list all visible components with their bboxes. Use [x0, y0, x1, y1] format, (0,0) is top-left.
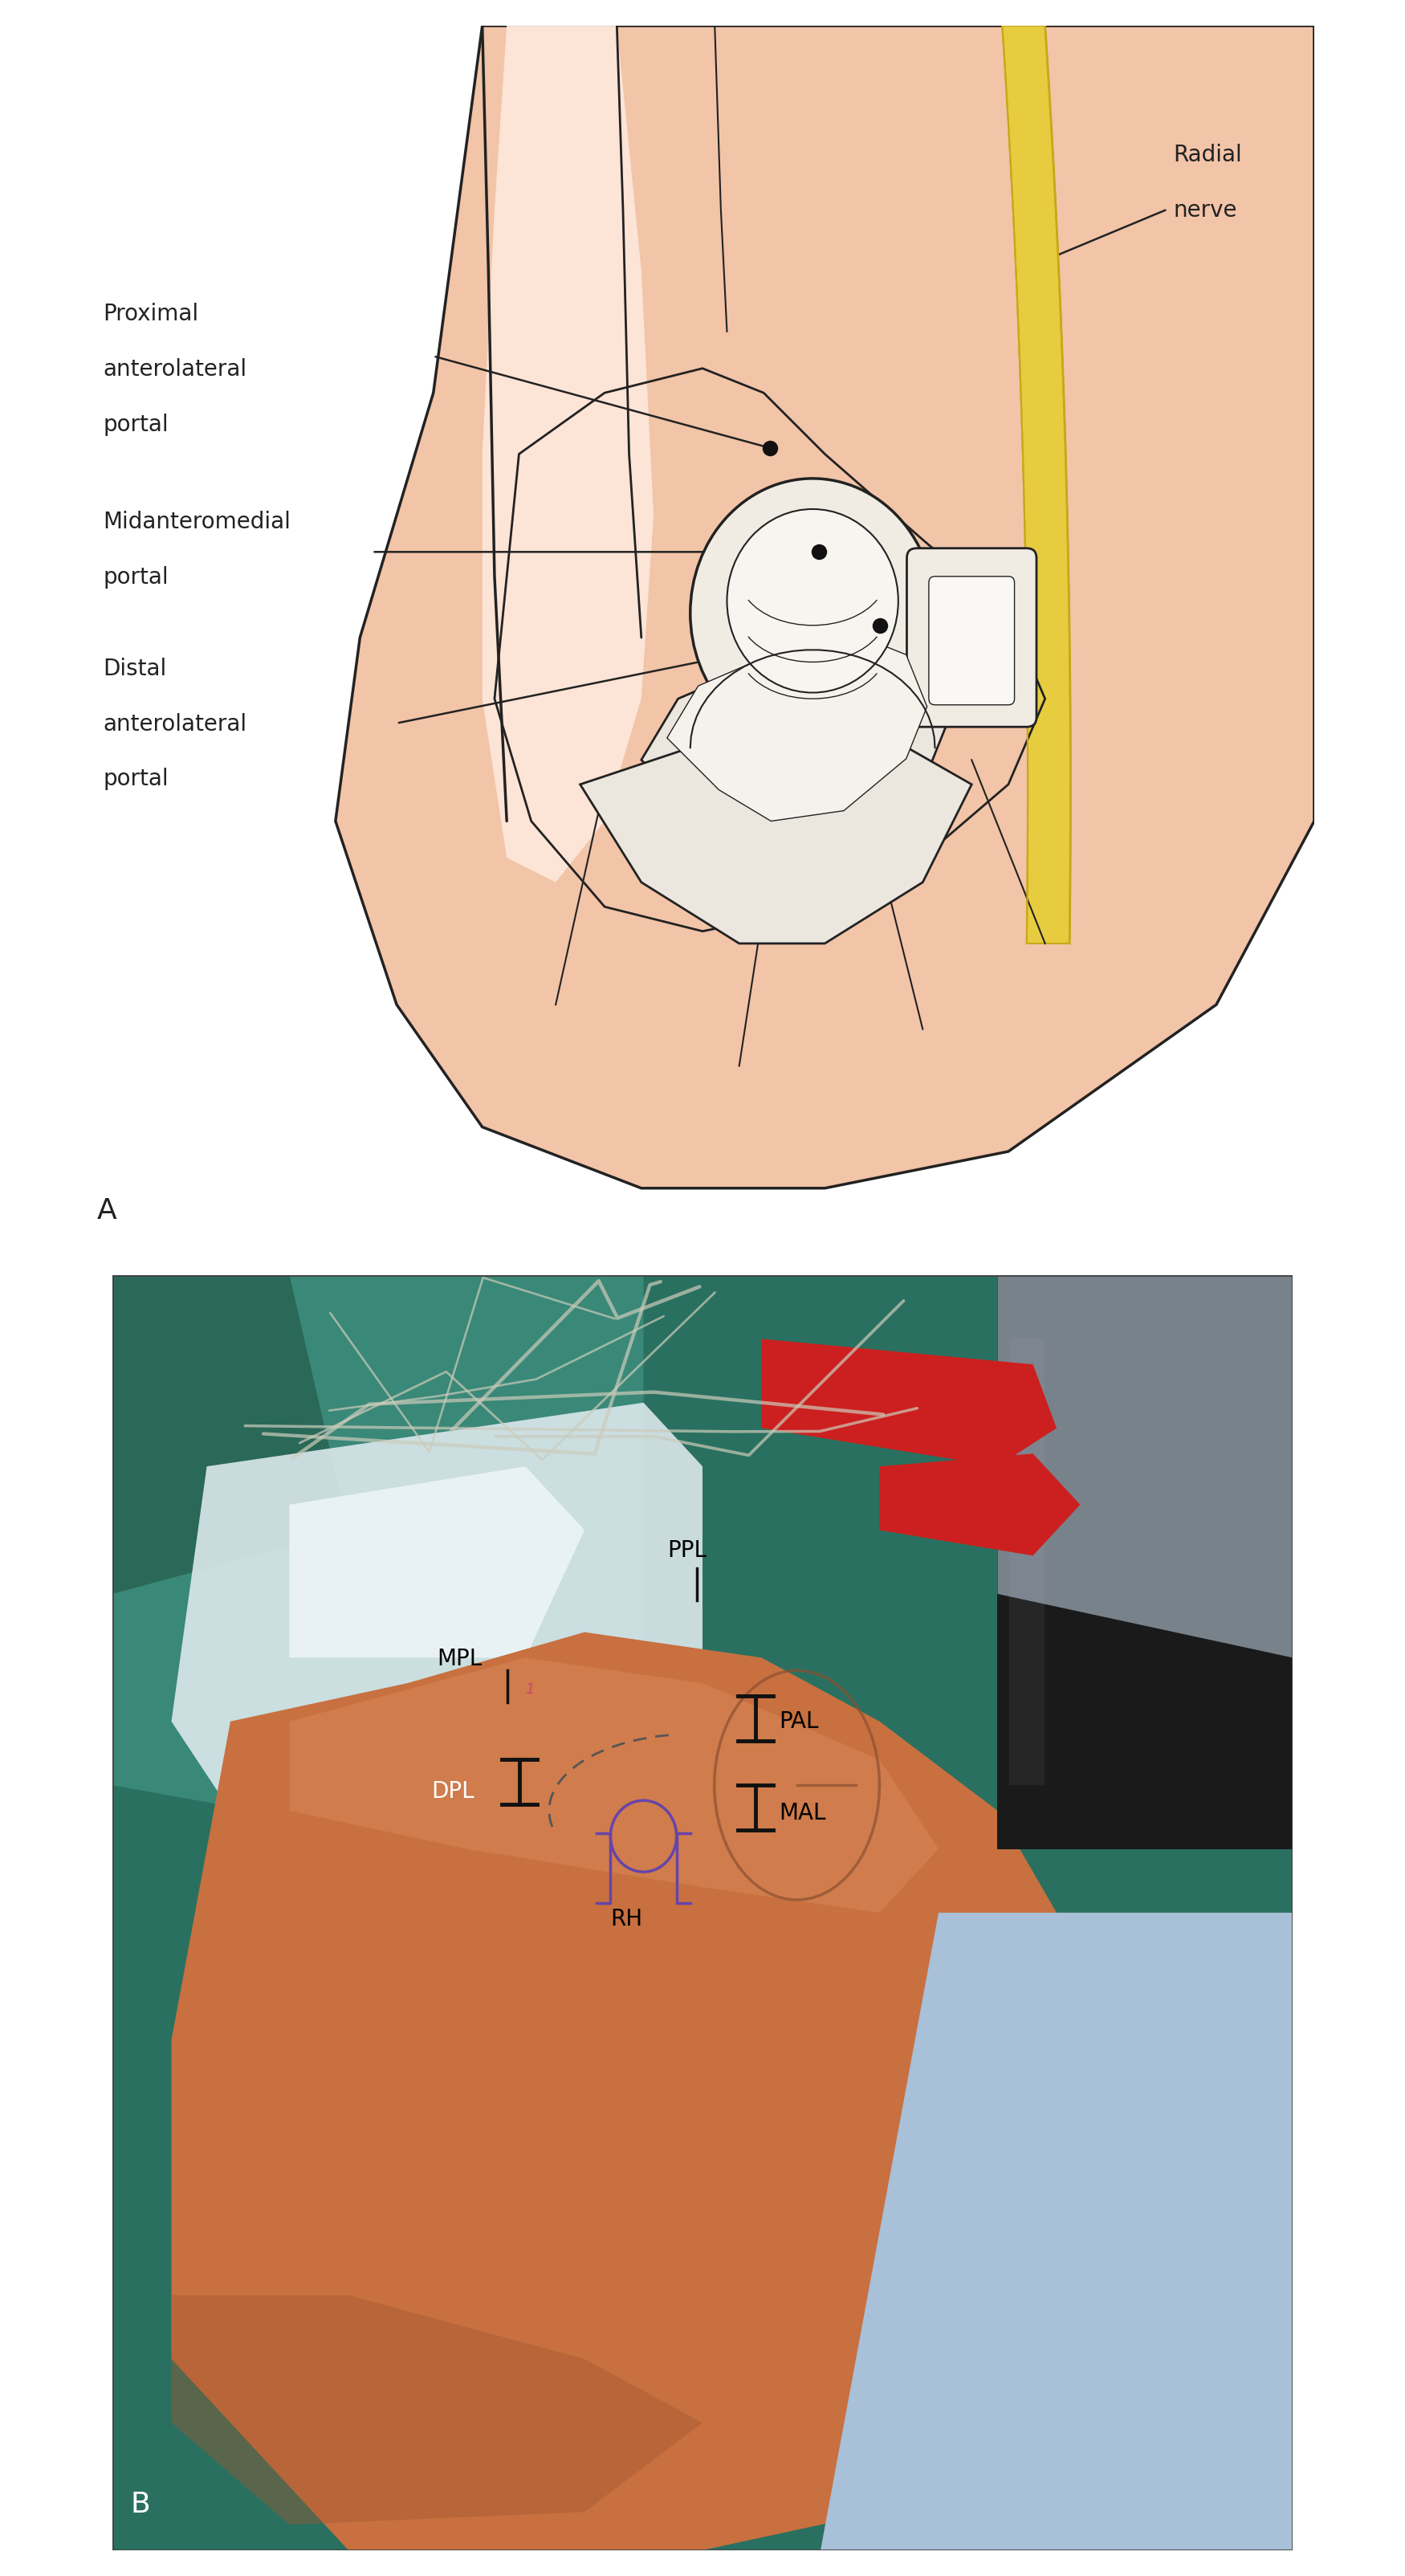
Polygon shape — [171, 1633, 1116, 2550]
Ellipse shape — [726, 510, 898, 693]
Polygon shape — [171, 2295, 702, 2524]
Polygon shape — [336, 26, 1314, 1188]
Polygon shape — [482, 26, 653, 881]
FancyBboxPatch shape — [929, 577, 1014, 706]
Ellipse shape — [690, 479, 934, 747]
Text: 1: 1 — [525, 1682, 535, 1698]
Text: nerve: nerve — [1173, 198, 1238, 222]
Polygon shape — [998, 1275, 1293, 1659]
Polygon shape — [667, 634, 927, 822]
Polygon shape — [1002, 26, 1071, 943]
Text: Radial: Radial — [1173, 144, 1242, 167]
Text: Proximal: Proximal — [103, 304, 198, 325]
Bar — [998, 1275, 1293, 1850]
Text: MAL: MAL — [780, 1803, 826, 1824]
Polygon shape — [171, 1401, 702, 1850]
Polygon shape — [762, 1340, 1057, 1466]
Text: MPL: MPL — [437, 1649, 482, 1669]
Polygon shape — [880, 1453, 1080, 1556]
Text: PAL: PAL — [780, 1710, 819, 1734]
Polygon shape — [112, 1275, 643, 1850]
Polygon shape — [112, 1275, 348, 1595]
Text: Midanteromedial: Midanteromedial — [103, 510, 291, 533]
Polygon shape — [821, 1911, 1293, 2550]
Polygon shape — [641, 639, 947, 858]
Text: RH: RH — [610, 1909, 642, 1929]
Text: portal: portal — [103, 412, 169, 435]
Polygon shape — [580, 737, 972, 943]
FancyBboxPatch shape — [906, 549, 1037, 726]
Text: B: B — [131, 2491, 150, 2519]
Text: PPL: PPL — [667, 1540, 707, 1561]
Bar — [1009, 1340, 1045, 1785]
Text: portal: portal — [103, 768, 169, 791]
Polygon shape — [289, 1659, 939, 1911]
Text: anterolateral: anterolateral — [103, 714, 247, 737]
Text: portal: portal — [103, 567, 169, 587]
Text: Distal: Distal — [103, 657, 167, 680]
Polygon shape — [289, 1466, 584, 1659]
Text: A: A — [97, 1198, 117, 1226]
Text: anterolateral: anterolateral — [103, 358, 247, 381]
Text: DPL: DPL — [431, 1780, 473, 1803]
